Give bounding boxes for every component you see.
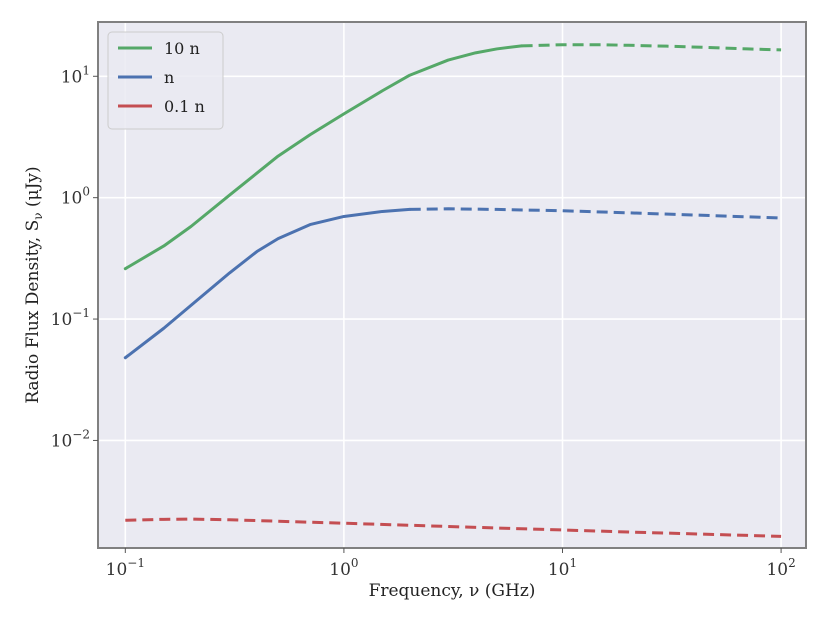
legend: 10 n n 0.1 n [107, 31, 224, 130]
y-axis-label-tail: (μJy) [23, 166, 43, 212]
plot-frame [97, 21, 807, 549]
x-tick-label: 101 [548, 556, 577, 580]
y-tick-label: 100 [61, 185, 90, 209]
y-tick-label: 10−2 [51, 427, 90, 451]
series-2 [125, 517, 782, 538]
x-tick-label: 102 [766, 556, 795, 580]
legend-label: 0.1 n [164, 97, 205, 116]
series-line-dashed [409, 207, 782, 220]
legend-label: 10 n [164, 39, 200, 58]
tick-labels: 10−1 100 101 102 10−2 10−1 100 101 [51, 63, 796, 580]
series-line-solid [123, 207, 412, 360]
series-line-solid [123, 44, 524, 271]
series-line-dashed [125, 517, 782, 538]
x-tick-label: 100 [329, 556, 358, 580]
x-tick-label: 10−1 [106, 556, 145, 580]
legend-label: n [164, 68, 174, 87]
x-axis-label: Frequency, ν (GHz) [369, 581, 536, 601]
y-axis-label-sub: ν [31, 212, 45, 219]
series-line-dashed [521, 43, 782, 52]
series-1 [123, 207, 782, 360]
y-axis-label: Radio Flux Density, Sν (μJy) [23, 166, 45, 403]
series-0 [123, 43, 782, 271]
series-layer [123, 43, 782, 538]
y-axis-label-base: Radio Flux Density, S [23, 220, 43, 404]
y-tick-label: 101 [61, 63, 90, 87]
y-tick-label: 10−1 [51, 306, 90, 330]
